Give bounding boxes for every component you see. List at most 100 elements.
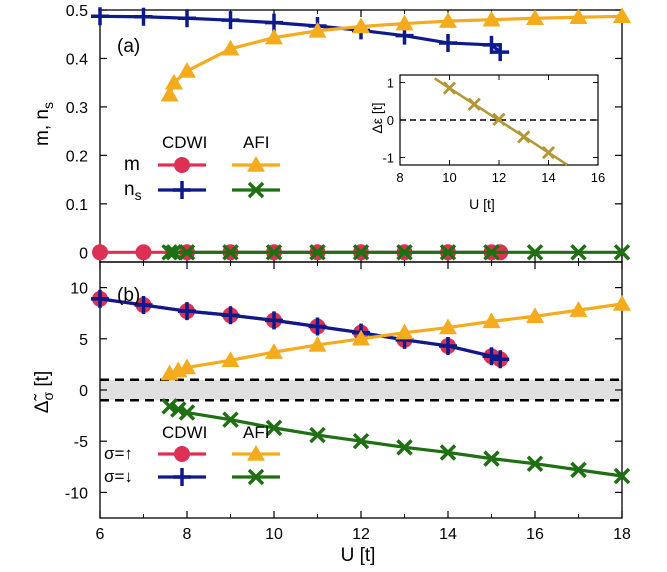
panel-a-ylabel: m, ns — [32, 102, 56, 146]
series-a-afi-n-s-point — [161, 244, 178, 261]
series-b-afi-up-point — [569, 301, 588, 317]
series-a-afi-n-s-point — [165, 244, 183, 261]
legend-a-row-ns: ns — [124, 179, 142, 203]
series-a-afi-n-s-point — [570, 244, 587, 261]
series-b-afi-down-point — [439, 444, 457, 461]
y-tick-label-b: 10 — [70, 281, 88, 298]
series-a-cdwi-n-s-point — [491, 43, 510, 62]
series-b-cdwi-down-point — [134, 296, 153, 315]
x-tick-label: 8 — [183, 526, 192, 543]
series-a-afi-m-point — [526, 9, 544, 25]
series-a-cdwi-m-point — [92, 244, 108, 261]
series-b-afi-up-point — [526, 307, 544, 324]
series-a-cdwi-n-s-point — [91, 7, 109, 26]
series-b-afi-down-point — [526, 455, 544, 472]
series-b-afi-down-point — [396, 439, 413, 456]
legend-b-afi-down-marker — [247, 468, 265, 486]
inset-x-tick-label: 14 — [541, 170, 555, 185]
inset-series-point — [492, 112, 506, 126]
series-a-afi-n-s-point — [613, 244, 631, 261]
legend-a-afi-m-marker — [247, 156, 265, 172]
series-b-afi-down-point — [570, 461, 587, 479]
series-b-cdwi-down-point — [491, 350, 510, 369]
series-b-afi-up-point — [482, 312, 501, 329]
panel-label-a: (a) — [117, 36, 140, 57]
series-b-cdwi-down-point — [178, 302, 196, 321]
series-a-afi-m-point — [164, 73, 183, 90]
series-a-afi-n-s-point — [222, 244, 239, 261]
inset-x-tick-label: 12 — [492, 170, 506, 185]
x-tick-label: 14 — [439, 526, 457, 543]
series-b-cdwi-down-point — [91, 289, 109, 308]
series-a-afi-n-s-point — [309, 244, 326, 261]
inset-ylabel: Δε [t] — [369, 102, 385, 133]
y-tick-label-a: 0.3 — [66, 100, 88, 117]
gap-band — [100, 379, 622, 401]
inset-x-tick-label: 10 — [442, 170, 456, 185]
series-b-afi-down-point — [613, 467, 631, 485]
inset-xlabel: U [t] — [469, 196, 495, 212]
legend-a-header-afi: AFI — [243, 133, 269, 152]
legend-b-afi-up-marker — [247, 445, 265, 461]
legend-b-header-cdwi: CDWI — [162, 423, 207, 442]
series-b-afi-up-point — [352, 329, 370, 346]
series-b-afi-down-point — [178, 404, 196, 421]
inset-series-point — [541, 146, 556, 160]
series-a-afi-n-s-point — [526, 244, 544, 261]
inset-y-tick-label: -1 — [382, 151, 394, 166]
legend-b-header-afi: AFI — [243, 423, 269, 442]
legend-b-cdwi-down-marker — [173, 468, 191, 486]
inset-x-tick-label: 16 — [591, 170, 605, 185]
y-tick-label-b: -5 — [74, 434, 88, 451]
legend-a-afi-ns-marker — [247, 181, 265, 199]
series-a-afi-n-s-point — [439, 244, 457, 261]
series-b-afi-down-line — [169, 404, 623, 478]
x-axis-label: U [t] — [341, 545, 376, 566]
series-a-cdwi-n-s-point — [178, 9, 196, 28]
inset-y-tick-label: 1 — [387, 76, 394, 91]
series-b-afi-down-point — [309, 426, 326, 444]
x-tick-label: 6 — [96, 526, 105, 543]
series-b-afi-up-point — [178, 358, 196, 375]
legend-a-cdwi-m-marker — [174, 157, 190, 173]
x-tick-label: 18 — [613, 526, 631, 543]
series-b-afi-up-point — [308, 335, 327, 352]
series-b-afi-up-point — [613, 294, 631, 311]
series-a-afi-m-point — [352, 17, 370, 34]
series-a-afi-m-point — [160, 85, 179, 102]
x-tick-label: 10 — [265, 526, 283, 543]
x-tick-label: 16 — [526, 526, 544, 543]
legend-b-marks — [158, 445, 280, 486]
legend-b-cdwi-up-marker — [174, 446, 190, 462]
y-tick-label-a: 0.4 — [66, 51, 88, 68]
series-a-cdwi-m-point — [135, 244, 152, 261]
series-b-cdwi-down-point — [265, 311, 283, 330]
series-b-afi-down-point — [222, 411, 239, 428]
series-b-cdwi-down-point — [221, 306, 240, 325]
series-b-afi-up-point — [221, 351, 240, 368]
series-b-afi-down-point — [265, 419, 283, 437]
x-tick-label: 12 — [352, 526, 370, 543]
series-a-cdwi-n-s-point — [439, 33, 457, 52]
legend-b-row-up: σ=↑ — [104, 444, 133, 463]
series-a-afi-m-point — [569, 8, 588, 25]
series-a-afi-m-point — [178, 62, 196, 78]
series-a-afi-n-s-point — [483, 244, 500, 261]
inset-x-tick-label: 8 — [396, 170, 403, 185]
y-tick-label-a: 0.1 — [66, 197, 88, 214]
series-b-cdwi-down-point — [482, 347, 501, 366]
series-a-afi-m-point — [613, 7, 631, 24]
panel-label-b: (b) — [117, 285, 140, 306]
series-a-afi-m-point — [308, 21, 327, 38]
legend-a-marks — [158, 156, 280, 199]
inset-series-point — [517, 130, 531, 144]
series-b-cdwi-down-point — [439, 336, 457, 355]
inset-y-tick-label: 0 — [387, 113, 394, 128]
panel-b-ylabel: Δ̃σ [t] — [32, 371, 56, 413]
series-a-cdwi-n-s-point — [134, 7, 153, 26]
legend-a-cdwi-ns-marker — [173, 181, 191, 199]
y-tick-label-b: 0 — [79, 383, 88, 400]
series-a-cdwi-n-s-point — [265, 13, 283, 32]
y-tick-label-a: 0.5 — [66, 3, 88, 20]
